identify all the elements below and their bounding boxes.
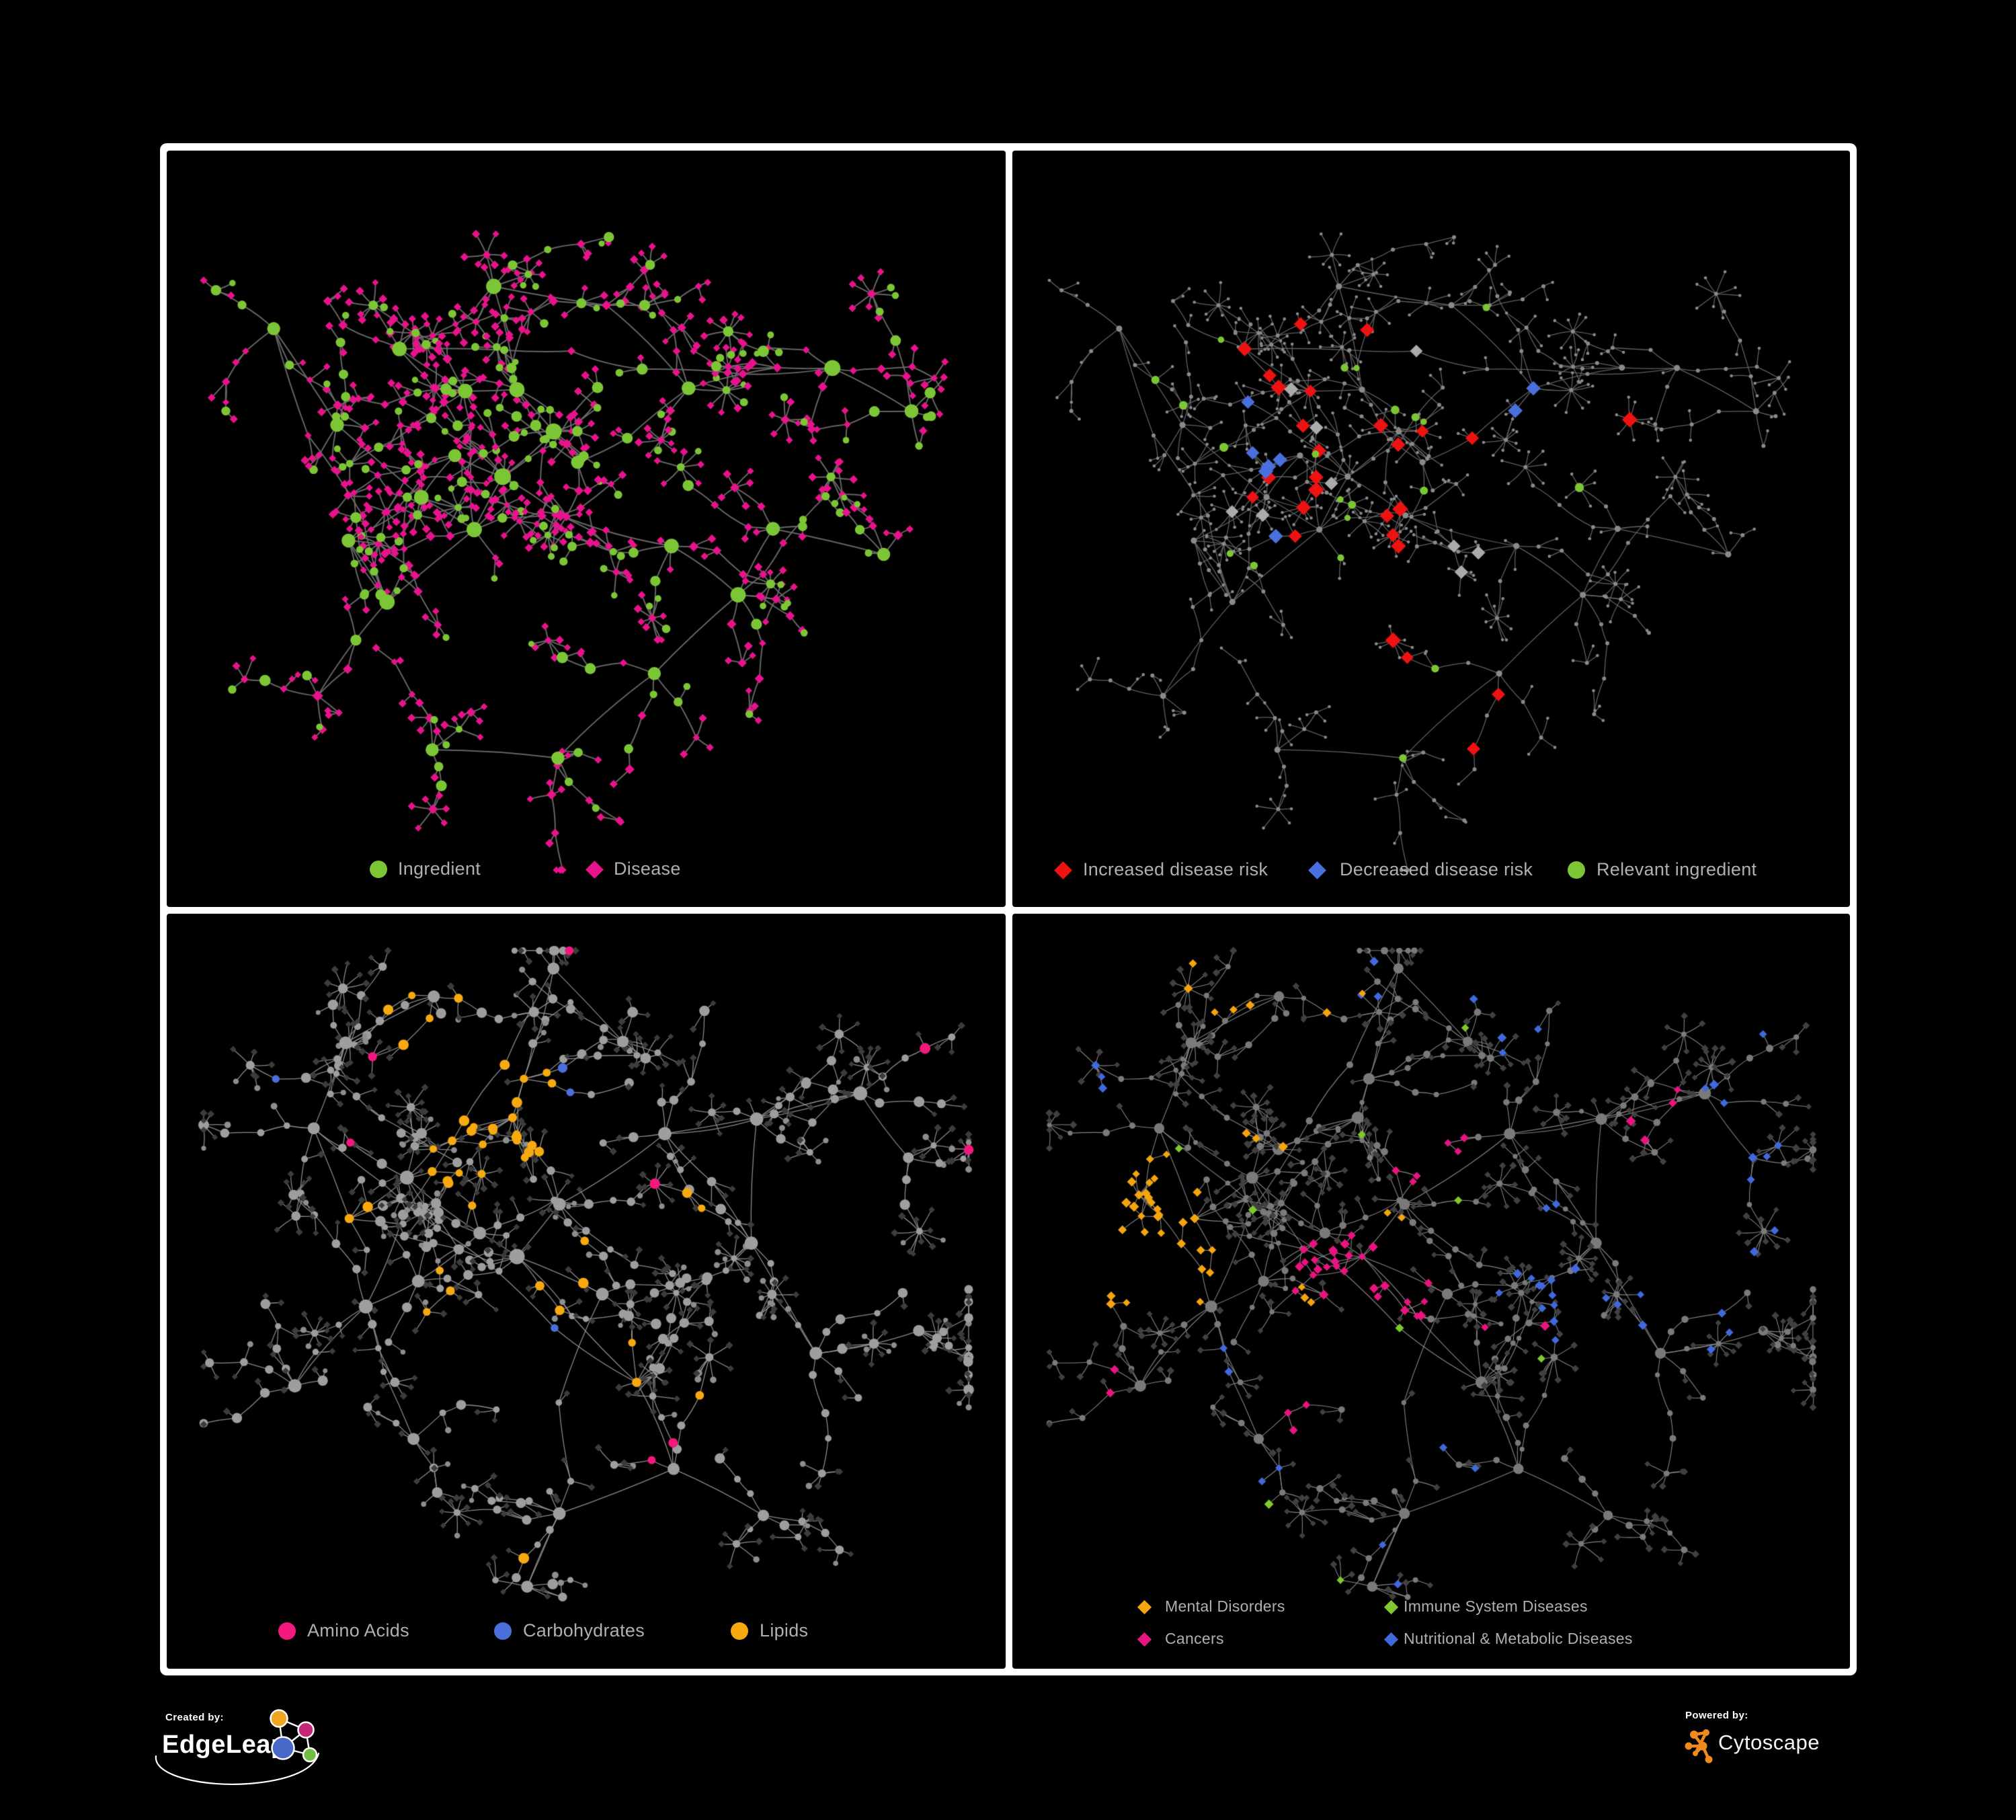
panel-disease-categories: Mental Disorders Immune System Diseases Ca…	[1012, 914, 1850, 1669]
edgeleap-wordmark: EdgeLeap	[162, 1731, 287, 1759]
network-canvas-disease-categories	[1012, 914, 1850, 1669]
created-by-label: Created by:	[165, 1712, 224, 1723]
panel-nutrient-categories: Amino Acids Carbohydrates Lipids	[167, 914, 1006, 1669]
network-canvas-nutrient-categories	[167, 914, 1006, 1669]
edgeleap-logo-icon	[155, 1709, 320, 1785]
panel-disease-risk: Increased disease risk Decreased disease …	[1012, 151, 1850, 907]
network-canvas-disease-risk	[1012, 151, 1850, 907]
network-canvas-ingredient-disease	[167, 151, 1006, 907]
panel-ingredient-disease: Ingredient Disease	[167, 151, 1006, 907]
cytoscape-wordmark: Cytoscape	[1718, 1731, 1820, 1754]
cytoscape-logo-icon	[1685, 1729, 1713, 1764]
powered-by-label: Powered by:	[1685, 1710, 1748, 1721]
